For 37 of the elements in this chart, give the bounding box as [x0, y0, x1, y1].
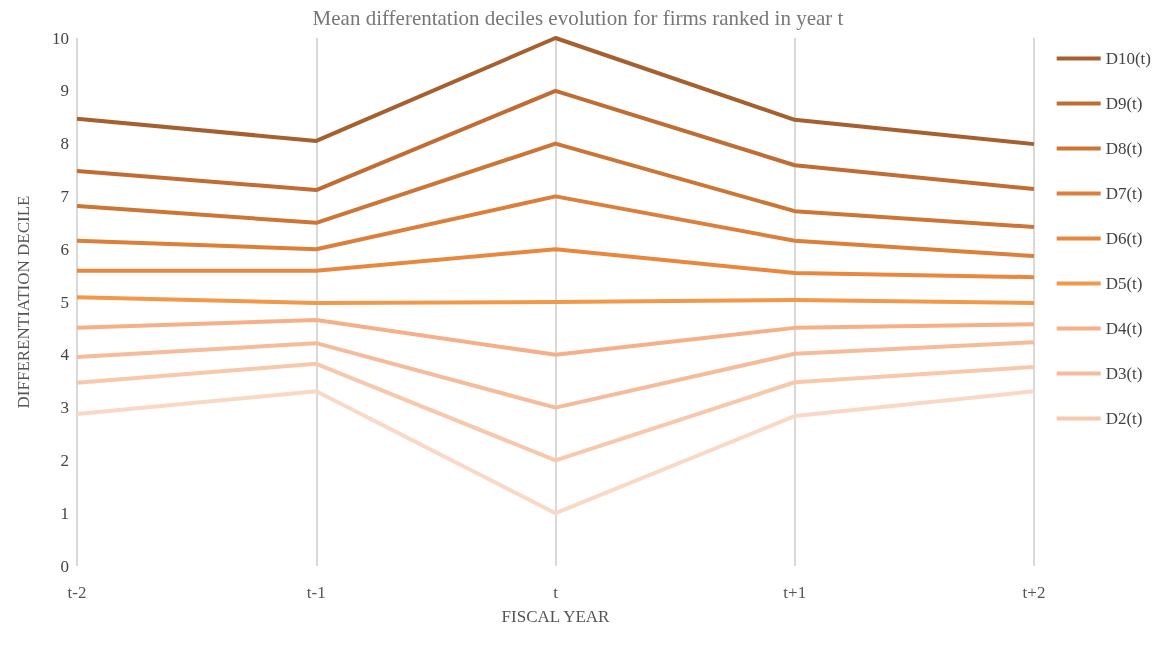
line-series [75, 340, 1036, 410]
y-axis-title: DIFFERENTIATION DECILE [14, 195, 33, 409]
legend-label: D3(t) [1105, 364, 1143, 383]
y-tick-label: 10 [52, 28, 69, 48]
line-series [75, 389, 1036, 516]
line-series [75, 361, 1036, 463]
y-tick-label: 1 [60, 503, 69, 523]
legend-label: D7(t) [1105, 184, 1143, 203]
legend-label: D2(t) [1105, 409, 1143, 428]
legend-label: D10(t) [1105, 49, 1152, 68]
line-series [75, 317, 1036, 357]
y-tick-label: 7 [60, 186, 70, 206]
legend-label: D8(t) [1105, 139, 1143, 158]
y-tick-label: 6 [60, 239, 69, 259]
legend-label: D4(t) [1105, 319, 1143, 338]
chart-title: Mean differentation deciles evolution for firms ranked in year t [312, 5, 844, 30]
line-series [75, 141, 1036, 230]
x-tick-label: t [553, 583, 559, 602]
legend-label: D6(t) [1105, 229, 1143, 248]
x-tick-label: t-2 [67, 583, 87, 602]
x-tick-label: t+1 [783, 583, 807, 602]
x-tick-label: t+2 [1022, 583, 1046, 602]
y-tick-label: 4 [60, 345, 70, 365]
x-tick-label: t-1 [306, 583, 326, 602]
y-tick-label: 9 [60, 81, 69, 101]
y-tick-label: 3 [60, 398, 69, 418]
line-series [75, 194, 1036, 259]
line-series [75, 36, 1036, 147]
y-tick-label: 2 [60, 450, 69, 470]
legend-label: D5(t) [1105, 274, 1143, 293]
y-tick-label: 0 [60, 556, 69, 576]
y-tick-label: 5 [60, 292, 69, 312]
y-tick-label: 8 [60, 134, 69, 154]
legend-label: D9(t) [1105, 94, 1143, 113]
x-axis-title: FISCAL YEAR [501, 607, 611, 626]
line-series [75, 247, 1036, 280]
line-series [75, 88, 1036, 193]
